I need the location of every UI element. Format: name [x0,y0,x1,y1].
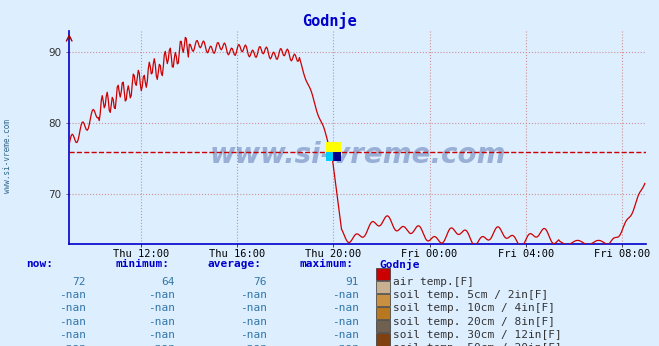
Text: www.si-vreme.com: www.si-vreme.com [210,140,505,169]
Text: Godnje: Godnje [379,259,419,270]
Text: maximum:: maximum: [300,259,354,269]
Text: air temp.[F]: air temp.[F] [393,277,474,287]
Text: -nan: -nan [240,330,267,340]
FancyBboxPatch shape [326,152,333,161]
Text: 91: 91 [346,277,359,287]
FancyBboxPatch shape [333,152,341,161]
Text: 72: 72 [72,277,86,287]
Text: -nan: -nan [148,343,175,346]
FancyBboxPatch shape [376,334,390,346]
Text: soil temp. 5cm / 2in[F]: soil temp. 5cm / 2in[F] [393,290,549,300]
Text: -nan: -nan [59,317,86,327]
FancyBboxPatch shape [376,307,390,319]
Text: -nan: -nan [148,330,175,340]
Text: -nan: -nan [59,290,86,300]
Text: -nan: -nan [332,290,359,300]
FancyBboxPatch shape [376,281,390,293]
Text: -nan: -nan [59,330,86,340]
Text: average:: average: [208,259,262,269]
Text: -nan: -nan [240,317,267,327]
FancyBboxPatch shape [376,320,390,333]
Text: soil temp. 10cm / 4in[F]: soil temp. 10cm / 4in[F] [393,303,556,313]
Text: now:: now: [26,259,53,269]
Text: soil temp. 30cm / 12in[F]: soil temp. 30cm / 12in[F] [393,330,562,340]
Text: -nan: -nan [332,343,359,346]
Text: -nan: -nan [148,317,175,327]
Text: -nan: -nan [59,343,86,346]
Text: 76: 76 [254,277,267,287]
Text: -nan: -nan [240,290,267,300]
Text: -nan: -nan [332,317,359,327]
FancyBboxPatch shape [376,294,390,306]
Text: -nan: -nan [148,303,175,313]
Text: soil temp. 50cm / 20in[F]: soil temp. 50cm / 20in[F] [393,343,562,346]
Text: -nan: -nan [240,303,267,313]
FancyBboxPatch shape [326,142,341,152]
Text: minimum:: minimum: [115,259,169,269]
Text: -nan: -nan [240,343,267,346]
Text: -nan: -nan [332,303,359,313]
Text: -nan: -nan [332,330,359,340]
Text: 64: 64 [161,277,175,287]
FancyBboxPatch shape [376,267,390,280]
Text: soil temp. 20cm / 8in[F]: soil temp. 20cm / 8in[F] [393,317,556,327]
Text: -nan: -nan [148,290,175,300]
Text: www.si-vreme.com: www.si-vreme.com [3,119,13,193]
Text: -nan: -nan [59,303,86,313]
Text: Godnje: Godnje [302,12,357,29]
